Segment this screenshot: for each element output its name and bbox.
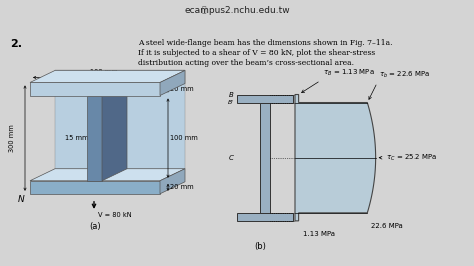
Text: ecampus2.nchu.edu.tw: ecampus2.nchu.edu.tw xyxy=(184,6,290,15)
Text: 15 mm: 15 mm xyxy=(65,135,89,141)
Polygon shape xyxy=(30,169,185,181)
Polygon shape xyxy=(30,181,160,194)
Text: B: B xyxy=(229,92,234,98)
Polygon shape xyxy=(160,169,185,194)
Polygon shape xyxy=(237,213,293,221)
Text: 20 mm: 20 mm xyxy=(170,86,193,92)
Text: $\tau_C$ = 25.2 MPa: $\tau_C$ = 25.2 MPa xyxy=(386,153,437,163)
Polygon shape xyxy=(160,70,185,95)
Text: C: C xyxy=(229,155,234,161)
Text: distribution acting over the beam’s cross-sectional area.: distribution acting over the beam’s cros… xyxy=(138,59,354,67)
Text: $\tau_b$ = 22.6 MPa: $\tau_b$ = 22.6 MPa xyxy=(379,70,431,81)
Text: 🔒: 🔒 xyxy=(201,6,206,15)
Text: A: A xyxy=(162,74,167,80)
Polygon shape xyxy=(102,84,127,181)
Text: 1.13 MPa: 1.13 MPa xyxy=(302,231,335,237)
Text: 2.: 2. xyxy=(10,39,22,49)
Text: 300 mm: 300 mm xyxy=(9,124,15,152)
Text: V = 80 kN: V = 80 kN xyxy=(98,212,132,218)
Polygon shape xyxy=(260,102,270,213)
Polygon shape xyxy=(295,94,375,221)
Text: B': B' xyxy=(228,100,234,105)
Polygon shape xyxy=(30,70,185,82)
Text: (b): (b) xyxy=(254,242,266,251)
Polygon shape xyxy=(87,95,102,181)
Polygon shape xyxy=(30,82,160,95)
Text: $\tau_B$ = 1.13 MPa: $\tau_B$ = 1.13 MPa xyxy=(323,68,374,78)
Text: 20 mm: 20 mm xyxy=(170,184,193,190)
Polygon shape xyxy=(55,70,185,84)
Text: 100 mm: 100 mm xyxy=(170,135,198,141)
Text: If it is subjected to a shear of V = 80 kN, plot the shear-stress: If it is subjected to a shear of V = 80 … xyxy=(138,49,375,57)
Polygon shape xyxy=(55,84,185,169)
Text: 100 mm: 100 mm xyxy=(90,69,118,76)
Text: N: N xyxy=(18,195,25,204)
Text: 22.6 MPa: 22.6 MPa xyxy=(371,223,403,229)
Polygon shape xyxy=(87,84,127,95)
Polygon shape xyxy=(237,94,293,102)
Text: A steel wide-flange beam has the dimensions shown in Fig. 7–11a.: A steel wide-flange beam has the dimensi… xyxy=(138,39,392,47)
Text: (a): (a) xyxy=(89,222,101,231)
